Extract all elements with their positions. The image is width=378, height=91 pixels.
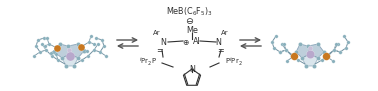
Text: ⊕: ⊕	[182, 38, 188, 47]
Text: Al: Al	[193, 37, 201, 46]
Polygon shape	[68, 44, 84, 58]
Polygon shape	[54, 44, 70, 58]
Polygon shape	[62, 54, 78, 66]
Text: Ar: Ar	[221, 30, 229, 36]
Polygon shape	[296, 44, 310, 58]
Text: MeB(C$_6$F$_5$)$_3$: MeB(C$_6$F$_5$)$_3$	[166, 6, 212, 18]
Polygon shape	[308, 44, 324, 58]
Text: N: N	[160, 38, 166, 47]
Text: =: =	[218, 46, 225, 55]
Text: P$^i$Pr$_2$: P$^i$Pr$_2$	[225, 55, 243, 68]
Text: N: N	[215, 38, 221, 47]
Text: =: =	[156, 46, 163, 55]
Text: ⊖: ⊖	[185, 17, 193, 26]
Text: N: N	[189, 65, 195, 74]
Text: Me: Me	[186, 26, 198, 35]
Text: $^i$Pr$_2$P: $^i$Pr$_2$P	[139, 55, 157, 68]
Text: Ar: Ar	[153, 30, 161, 36]
Polygon shape	[302, 54, 318, 66]
